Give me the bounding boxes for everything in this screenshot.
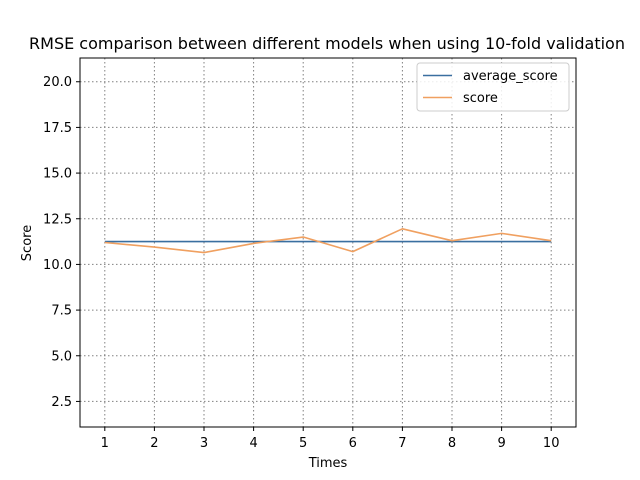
legend: average_score score xyxy=(416,62,570,112)
series-line-score xyxy=(104,227,552,254)
legend-label-score: score xyxy=(463,91,498,106)
y-tick-label: 10.0 xyxy=(43,258,72,273)
data-point-average-score xyxy=(351,240,355,244)
data-point-score xyxy=(549,239,553,243)
data-point-score xyxy=(202,251,206,255)
y-tick-label: 7.5 xyxy=(51,304,72,319)
data-point-score xyxy=(400,227,404,231)
data-point-score xyxy=(252,241,256,245)
y-tick-label: 2.5 xyxy=(51,395,72,410)
legend-box xyxy=(416,62,570,112)
x-axis-label: Times xyxy=(308,456,348,471)
y-tick-label: 17.5 xyxy=(43,121,72,136)
data-point-score xyxy=(152,245,156,249)
data-point-score xyxy=(301,235,305,239)
data-point-score xyxy=(351,250,355,254)
series-lines xyxy=(103,227,553,255)
x-tick-label: 3 xyxy=(200,436,208,451)
chart-title: RMSE comparison between different models… xyxy=(29,34,625,53)
plot-frame xyxy=(79,57,577,428)
data-point-score xyxy=(500,231,504,235)
data-point-average-score xyxy=(202,240,206,244)
data-point-average-score xyxy=(500,240,504,244)
grid xyxy=(80,58,576,427)
y-tick-label: 5.0 xyxy=(51,349,72,364)
data-point-score xyxy=(103,241,107,245)
x-tick-label: 10 xyxy=(543,436,560,451)
x-tick-label: 8 xyxy=(448,436,456,451)
data-point-average-score xyxy=(301,240,305,244)
y-tick-label: 15.0 xyxy=(43,167,72,182)
x-tick-label: 9 xyxy=(497,436,505,451)
x-tick-label: 6 xyxy=(349,436,357,451)
data-point-average-score xyxy=(400,240,404,244)
x-tick-label: 5 xyxy=(299,436,307,451)
x-tick-label: 1 xyxy=(101,436,109,451)
y-tick-label: 20.0 xyxy=(43,75,72,90)
data-point-score xyxy=(450,239,454,243)
y-axis-label: Score xyxy=(20,225,35,261)
data-point-average-score xyxy=(152,240,156,244)
y-tick-label: 12.5 xyxy=(43,212,72,227)
x-tick-label: 2 xyxy=(150,436,158,451)
x-tick-label: 4 xyxy=(249,436,257,451)
legend-label-average-score: average_score xyxy=(463,69,558,84)
axis-ticks: 1 2 3 4 5 6 7 8 9 10 2.5 5.0 7.5 10.0 12.5 15.0 17.5 20.0 xyxy=(43,75,559,451)
x-tick-label: 7 xyxy=(398,436,406,451)
